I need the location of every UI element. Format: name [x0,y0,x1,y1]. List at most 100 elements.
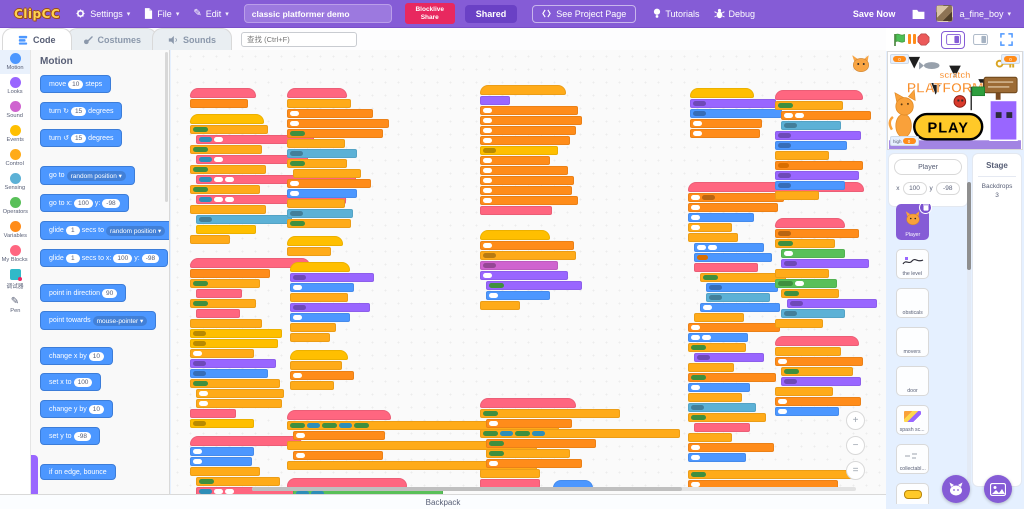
sprite-card-player[interactable]: Player [896,204,932,240]
script-block[interactable] [196,289,242,298]
script-block[interactable] [688,343,746,352]
zoom-in-button[interactable]: + [846,411,865,430]
script-stack[interactable] [775,336,863,417]
script-block[interactable] [287,209,353,218]
script-block[interactable] [688,193,784,202]
file-menu[interactable]: File ▾ [137,0,186,28]
account-menu[interactable]: a_fine_boy ▾ [957,0,1018,28]
script-block[interactable] [190,125,268,134]
script-block[interactable] [480,166,568,175]
script-block[interactable] [688,453,746,462]
script-block[interactable] [480,85,566,95]
green-flag-button[interactable] [893,33,907,47]
dropdown[interactable]: random position ▾ [105,225,166,236]
script-block[interactable] [190,269,270,278]
script-block[interactable] [287,410,391,420]
project-title-input[interactable] [243,4,392,23]
script-block[interactable] [480,156,550,165]
tutorials-menu[interactable]: Tutorials [646,0,706,28]
script-block[interactable] [287,149,357,158]
number-input[interactable]: -98 [102,198,120,208]
script-block[interactable] [694,353,764,362]
script-block[interactable] [775,101,843,110]
category-sensing[interactable]: Sensing [0,170,30,194]
script-block[interactable] [287,139,345,148]
blocklive-share-button[interactable]: Blocklive Share [404,3,455,24]
number-input[interactable]: -98 [141,253,160,263]
script-block[interactable] [480,301,520,310]
number-input[interactable]: 15 [70,133,87,143]
tab-code[interactable]: Code [2,28,72,50]
number-input[interactable]: -98 [73,431,91,441]
canvas-horizontal-scrollbar[interactable] [252,487,856,491]
settings-menu[interactable]: Settings ▾ [68,0,137,28]
script-block[interactable] [190,436,302,446]
sprite-card-door[interactable]: door [896,366,929,396]
number-input[interactable]: 10 [88,404,104,414]
script-block[interactable] [781,121,841,130]
script-block[interactable] [190,447,254,456]
tab-sounds[interactable]: Sounds [152,28,233,50]
script-block[interactable] [190,258,310,268]
script-block[interactable] [480,126,576,135]
script-block[interactable] [775,319,823,328]
fullscreen-button[interactable] [995,32,1017,48]
script-block[interactable] [690,88,754,98]
script-block[interactable] [781,259,869,268]
script-block[interactable] [190,319,262,328]
script-block[interactable] [190,165,266,174]
add-backdrop-button[interactable] [984,475,1012,503]
script-block[interactable] [781,111,871,120]
delete-sprite-button[interactable] [919,204,932,214]
script-block[interactable] [694,313,744,322]
script-block[interactable] [706,283,778,292]
script-block[interactable] [690,119,762,128]
script-stack[interactable] [775,218,877,329]
script-stack[interactable] [190,88,256,109]
script-block[interactable] [775,151,829,160]
script-stack[interactable] [287,478,443,494]
script-block[interactable] [290,323,336,332]
script-stack[interactable] [480,398,680,489]
code-canvas[interactable] [171,50,886,494]
script-block[interactable] [290,371,354,380]
number-input[interactable]: 100 [73,198,93,208]
number-input[interactable]: 100 [113,253,133,263]
script-block[interactable] [190,235,230,244]
script-stack[interactable] [553,480,593,491]
script-block[interactable] [480,96,510,105]
script-block[interactable] [190,349,254,358]
script-stack[interactable] [287,88,389,229]
pause-button[interactable] [907,31,917,49]
script-block[interactable] [775,269,829,278]
script-block[interactable] [290,283,354,292]
stage-selector[interactable]: Stage Backdrops 3 [972,153,1022,487]
script-block[interactable] [775,347,841,356]
category-pen[interactable]: ✎ Pen [0,293,30,317]
script-block[interactable] [293,431,385,440]
scrollbar-thumb[interactable] [252,487,682,491]
script-block[interactable] [688,363,734,372]
category-operators[interactable]: Operators [0,194,30,218]
script-block[interactable] [775,336,859,346]
script-block[interactable] [190,299,256,308]
script-block[interactable] [480,116,582,125]
script-block[interactable] [480,479,540,488]
find-block-input[interactable] [241,32,358,47]
large-stage-toggle[interactable] [969,32,991,48]
number-input[interactable]: 10 [88,351,104,361]
script-block[interactable] [196,309,240,318]
script-stack[interactable] [688,182,864,463]
script-block[interactable] [688,323,780,332]
script-block[interactable] [781,249,845,258]
script-block[interactable] [480,251,576,260]
script-block[interactable] [688,203,778,212]
script-block[interactable] [287,109,373,118]
script-block[interactable] [775,161,863,170]
script-block[interactable] [287,461,537,470]
script-stack[interactable] [287,410,559,471]
script-block[interactable] [688,393,742,402]
script-block[interactable] [486,439,596,448]
script-block[interactable] [775,397,861,406]
palette-block[interactable]: set x to 100 [40,373,102,391]
